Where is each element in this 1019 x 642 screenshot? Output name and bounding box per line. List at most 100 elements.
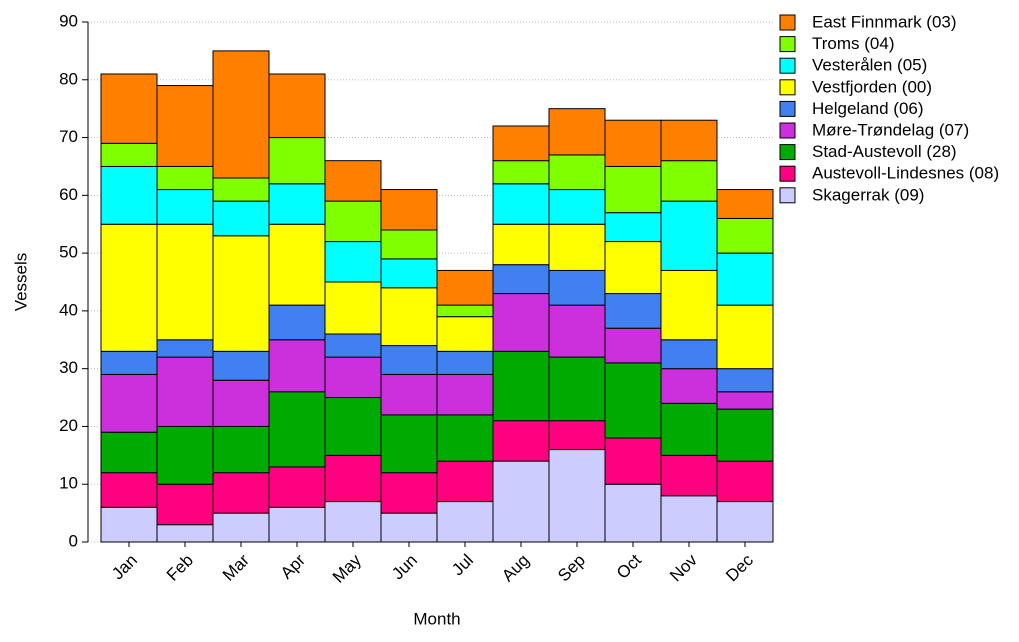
bar-segment [268, 506, 326, 543]
bar-segment [660, 402, 718, 456]
legend-label: Austevoll-Lindesnes (08) [812, 164, 999, 183]
bar-segment [212, 512, 270, 543]
bar-segment [548, 108, 606, 156]
x-tick-label: May [329, 550, 365, 586]
bar-segment [156, 524, 214, 543]
bar-segment [604, 212, 662, 243]
bar-segment [100, 223, 158, 352]
bar-segment [548, 356, 606, 422]
bar-segment [548, 189, 606, 225]
bar-segment [100, 73, 158, 144]
y-tick-label: 20 [59, 416, 78, 435]
bar-segment [268, 183, 326, 225]
bar-segment [492, 293, 550, 352]
bar-segment [436, 304, 494, 318]
bar-segment [100, 142, 158, 167]
bar-segment [380, 287, 438, 347]
bar-segment [268, 137, 326, 185]
legend-swatch [779, 144, 796, 161]
bar-segment [660, 200, 718, 271]
bar-segment [716, 460, 774, 503]
bar-segment [268, 304, 326, 341]
bar-segment [660, 269, 718, 341]
bar-segment [380, 472, 438, 514]
bar-segment [716, 252, 774, 306]
bar-segment [212, 379, 270, 427]
bar-segment [212, 177, 270, 202]
bar-segment [604, 437, 662, 485]
bar-segment [380, 229, 438, 260]
bar-segment [716, 408, 774, 462]
legend-label: Stad-Austevoll (28) [812, 142, 957, 161]
bar-segment [380, 345, 438, 375]
bar-segment [548, 223, 606, 271]
x-axis-label: Month [413, 609, 460, 628]
bar-segment [100, 472, 158, 508]
bar-segment [492, 125, 550, 162]
bar-segment [268, 339, 326, 393]
bar-segment [492, 160, 550, 185]
bar-segment [268, 466, 326, 508]
bar-segment [324, 397, 382, 456]
y-tick-label: 60 [59, 185, 78, 204]
bar-segment [324, 160, 382, 202]
bar-segment [716, 189, 774, 219]
y-tick-label: 70 [59, 127, 78, 146]
y-tick-label: 40 [59, 300, 78, 319]
bar-segment [156, 356, 214, 427]
bar-segment [660, 160, 718, 202]
legend-swatch [779, 14, 796, 31]
bar-segment [324, 356, 382, 399]
bar-segment [324, 333, 382, 358]
legend-swatch [779, 122, 796, 139]
bar-segment [436, 316, 494, 352]
bar-segment [548, 449, 606, 543]
bar-segment [660, 495, 718, 543]
bar-segment [324, 454, 382, 503]
bar-segment [492, 460, 550, 543]
x-tick-label: Mar [219, 550, 253, 584]
y-tick-label: 80 [59, 69, 78, 88]
bar-segment [156, 85, 214, 167]
bar-segment [660, 119, 718, 162]
bar-segment [436, 460, 494, 503]
legend-label: Helgeland (06) [812, 99, 924, 118]
bar-segment [324, 501, 382, 543]
bar-segment [212, 425, 270, 474]
bar-segment [268, 73, 326, 139]
bar-segment [604, 165, 662, 214]
bar-segment [100, 350, 158, 375]
bar-segment [548, 269, 606, 306]
bar-segment [492, 350, 550, 422]
bar-segment [492, 420, 550, 462]
legend-swatch [779, 187, 796, 204]
y-tick-label: 0 [69, 531, 78, 550]
bar-segment [660, 339, 718, 370]
x-tick-label: Dec [722, 550, 757, 585]
bar-segment [212, 350, 270, 381]
bar-segment [548, 304, 606, 358]
bar-segment [436, 414, 494, 462]
x-tick-label: Sep [554, 551, 589, 586]
bar-segment [716, 368, 774, 393]
bar-segment [100, 506, 158, 543]
bar-segment [156, 339, 214, 358]
bar-segment [660, 368, 718, 404]
bar-segment [436, 373, 494, 416]
bar-segment [212, 200, 270, 237]
bar-segment [100, 431, 158, 474]
bar-segment [380, 512, 438, 543]
bar-segment [380, 258, 438, 289]
bar-segment [604, 483, 662, 543]
y-tick-label: 30 [59, 358, 78, 377]
legend-swatch [779, 165, 796, 182]
y-axis-label: Vessels [11, 253, 30, 312]
bar-segment [436, 269, 494, 306]
bar-segment [604, 241, 662, 295]
bar-segment [436, 501, 494, 543]
bar-segment [492, 223, 550, 266]
x-tick-label: Jun [388, 551, 421, 584]
bar-segment [156, 223, 214, 341]
bar-segment [604, 327, 662, 364]
